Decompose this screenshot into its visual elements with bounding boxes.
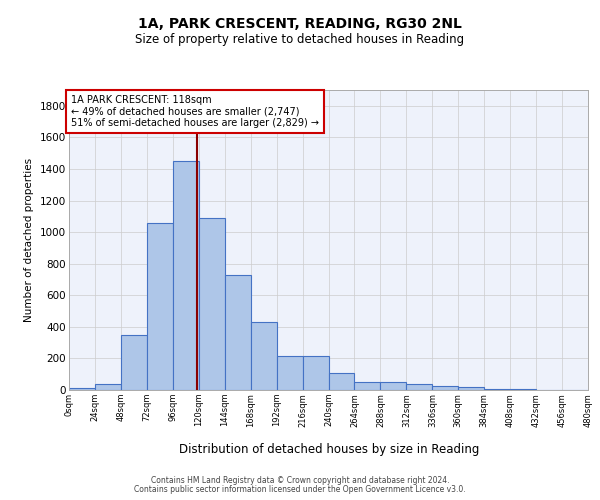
Bar xyxy=(406,384,432,390)
Text: Distribution of detached houses by size in Reading: Distribution of detached houses by size … xyxy=(179,442,479,456)
Y-axis label: Number of detached properties: Number of detached properties xyxy=(25,158,34,322)
Bar xyxy=(484,389,510,390)
Bar xyxy=(147,224,173,390)
Text: Contains public sector information licensed under the Open Government Licence v3: Contains public sector information licen… xyxy=(134,485,466,494)
Text: 1A, PARK CRESCENT, READING, RG30 2NL: 1A, PARK CRESCENT, READING, RG30 2NL xyxy=(138,18,462,32)
Bar xyxy=(277,356,302,390)
Text: Contains HM Land Registry data © Crown copyright and database right 2024.: Contains HM Land Registry data © Crown c… xyxy=(151,476,449,485)
Text: 1A PARK CRESCENT: 118sqm
← 49% of detached houses are smaller (2,747)
51% of sem: 1A PARK CRESCENT: 118sqm ← 49% of detach… xyxy=(71,94,319,128)
Bar xyxy=(432,386,458,390)
Bar xyxy=(355,382,380,390)
Bar xyxy=(121,334,147,390)
Bar xyxy=(302,356,329,390)
Text: Size of property relative to detached houses in Reading: Size of property relative to detached ho… xyxy=(136,32,464,46)
Bar xyxy=(95,384,121,390)
Bar xyxy=(251,322,277,390)
Bar xyxy=(510,389,536,390)
Bar xyxy=(173,161,199,390)
Bar xyxy=(225,274,251,390)
Bar xyxy=(329,374,355,390)
Bar xyxy=(69,388,95,390)
Bar xyxy=(458,387,484,390)
Bar xyxy=(380,382,406,390)
Bar xyxy=(199,218,224,390)
